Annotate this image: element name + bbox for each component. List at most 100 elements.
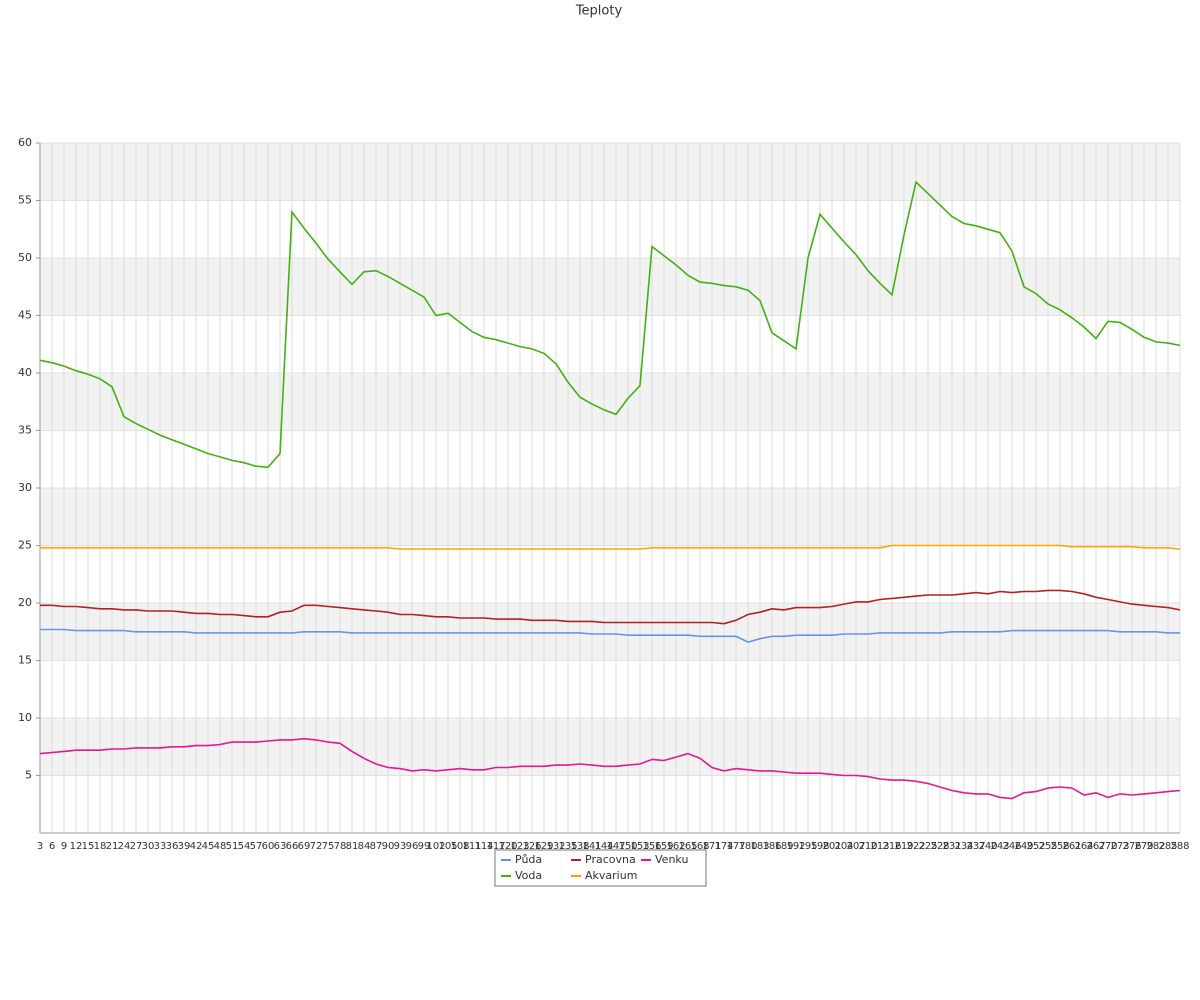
x-tick-label: 288 [1170,841,1189,852]
x-tick-label: 144 [594,841,613,852]
x-tick-label: 216 [882,841,901,852]
x-tick-label: 252 [1026,841,1045,852]
y-tick-label: 55 [18,194,32,207]
x-tick-label: 18 [94,841,107,852]
y-tick-label: 35 [18,424,32,437]
x-tick-label: 57 [250,841,263,852]
x-tick-label: 123 [510,841,529,852]
x-tick-label: 6 [49,841,55,852]
x-tick-label: 276 [1122,841,1141,852]
x-tick-label: 198 [810,841,829,852]
grid-band [40,603,1180,661]
x-tick-label: 93 [394,841,407,852]
x-tick-label: 21 [106,841,119,852]
x-tick-label: 180 [738,841,757,852]
series-line [40,589,1181,625]
x-tick-label: 99 [418,841,431,852]
x-tick-label: 114 [474,841,493,852]
x-tick-label: 129 [534,841,553,852]
x-tick-label: 63 [274,841,287,852]
x-tick-label: 75 [322,841,335,852]
x-tick-label: 162 [666,841,685,852]
x-tick-label: 42 [190,841,203,852]
x-tick-label: 120 [498,841,517,852]
x-tick-label: 12 [70,841,83,852]
y-tick-label: 10 [18,711,32,724]
x-tick-label: 234 [954,841,973,852]
x-tick-label: 51 [226,841,239,852]
x-tick-label: 219 [894,841,913,852]
x-tick-label: 225 [918,841,937,852]
x-tick-label: 240 [978,841,997,852]
x-tick-label: 201 [822,841,841,852]
y-tick-label: 60 [18,136,32,149]
x-tick-label: 60 [262,841,275,852]
y-tick-label: 20 [18,596,32,609]
series-line [39,737,1181,800]
x-tick-label: 285 [1158,841,1177,852]
x-tick-label: 141 [582,841,601,852]
x-tick-label: 177 [726,841,745,852]
series-line [39,180,1181,469]
x-tick-label: 222 [906,841,925,852]
legend-label: Akvarium [585,869,637,882]
x-tick-label: 228 [930,841,949,852]
grid-band [40,143,1180,201]
grid-band [40,258,1180,316]
x-tick-label: 174 [714,841,733,852]
x-tick-label: 36 [166,841,179,852]
x-tick-label: 24 [118,841,131,852]
x-tick-label: 87 [370,841,383,852]
legend-label: Venku [655,853,688,866]
x-tick-label: 282 [1146,841,1165,852]
x-tick-label: 117 [486,841,505,852]
x-tick-label: 195 [798,841,817,852]
x-tick-label: 261 [1062,841,1081,852]
x-tick-label: 81 [346,841,359,852]
x-tick-label: 243 [990,841,1009,852]
x-tick-label: 138 [570,841,589,852]
x-tick-label: 192 [786,841,805,852]
x-tick-label: 249 [1014,841,1033,852]
x-tick-label: 30 [142,841,155,852]
x-tick-label: 186 [762,841,781,852]
x-tick-label: 48 [214,841,227,852]
y-tick-label: 15 [18,654,32,667]
x-tick-label: 279 [1134,841,1153,852]
x-tick-label: 111 [462,841,481,852]
x-tick-label: 105 [438,841,457,852]
legend: Půda Voda Pracovna Akvarium Venku [494,849,707,887]
x-tick-label: 15 [82,841,95,852]
x-tick-label: 3 [37,841,43,852]
series-line [40,628,1180,643]
series-line [40,544,1181,550]
y-tick-label: 30 [18,481,32,494]
x-tick-label: 39 [178,841,191,852]
x-tick-label: 258 [1050,841,1069,852]
x-tick-label: 69 [298,841,311,852]
x-tick-label: 72 [310,841,323,852]
legend-label: Voda [515,869,542,882]
grid-band [40,488,1180,546]
x-tick-label: 135 [558,841,577,852]
x-tick-label: 33 [154,841,167,852]
x-tick-label: 150 [618,841,637,852]
x-tick-label: 267 [1086,841,1105,852]
x-tick-label: 102 [426,841,445,852]
legend-label: Půda [515,853,542,866]
x-tick-label: 171 [702,841,721,852]
y-tick-label: 45 [18,309,32,322]
grid-band [40,373,1180,431]
x-tick-label: 207 [846,841,865,852]
x-tick-label: 264 [1074,841,1093,852]
x-tick-label: 213 [870,841,889,852]
x-tick-label: 231 [942,841,961,852]
x-tick-label: 78 [334,841,347,852]
x-tick-label: 210 [858,841,877,852]
x-tick-label: 246 [1002,841,1021,852]
x-tick-label: 45 [202,841,215,852]
x-tick-label: 183 [750,841,769,852]
legend-label: Pracovna [585,853,636,866]
x-tick-label: 132 [546,841,565,852]
